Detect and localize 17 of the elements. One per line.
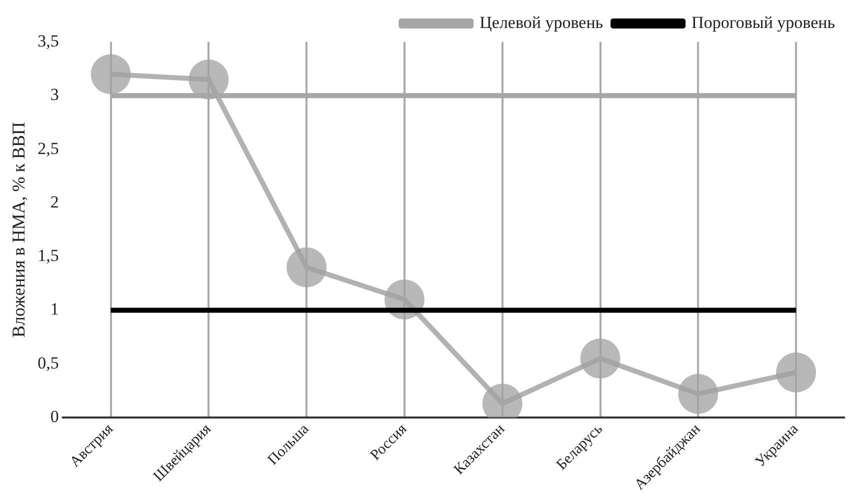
y-axis-title: Вложения в НМА, % к ВВП (8, 122, 29, 338)
y-tick-label: 3 (50, 85, 59, 104)
legend-label: Целевой уровень (480, 12, 604, 32)
point (776, 352, 816, 392)
y-tick-label: 0,5 (38, 353, 59, 372)
point (678, 374, 718, 414)
y-tick-label: 0 (50, 406, 59, 426)
point (286, 247, 327, 288)
legend-label: Пороговый уровень (692, 12, 836, 32)
y-tick-label: 1,5 (38, 246, 59, 266)
point (188, 60, 229, 100)
y-tick-label: 2 (50, 192, 59, 212)
point (90, 54, 131, 94)
point (580, 338, 620, 379)
y-tick-label: 1 (50, 300, 59, 319)
y-tick-label: 3,5 (38, 31, 59, 50)
y-tick-label: 2,5 (38, 138, 59, 158)
